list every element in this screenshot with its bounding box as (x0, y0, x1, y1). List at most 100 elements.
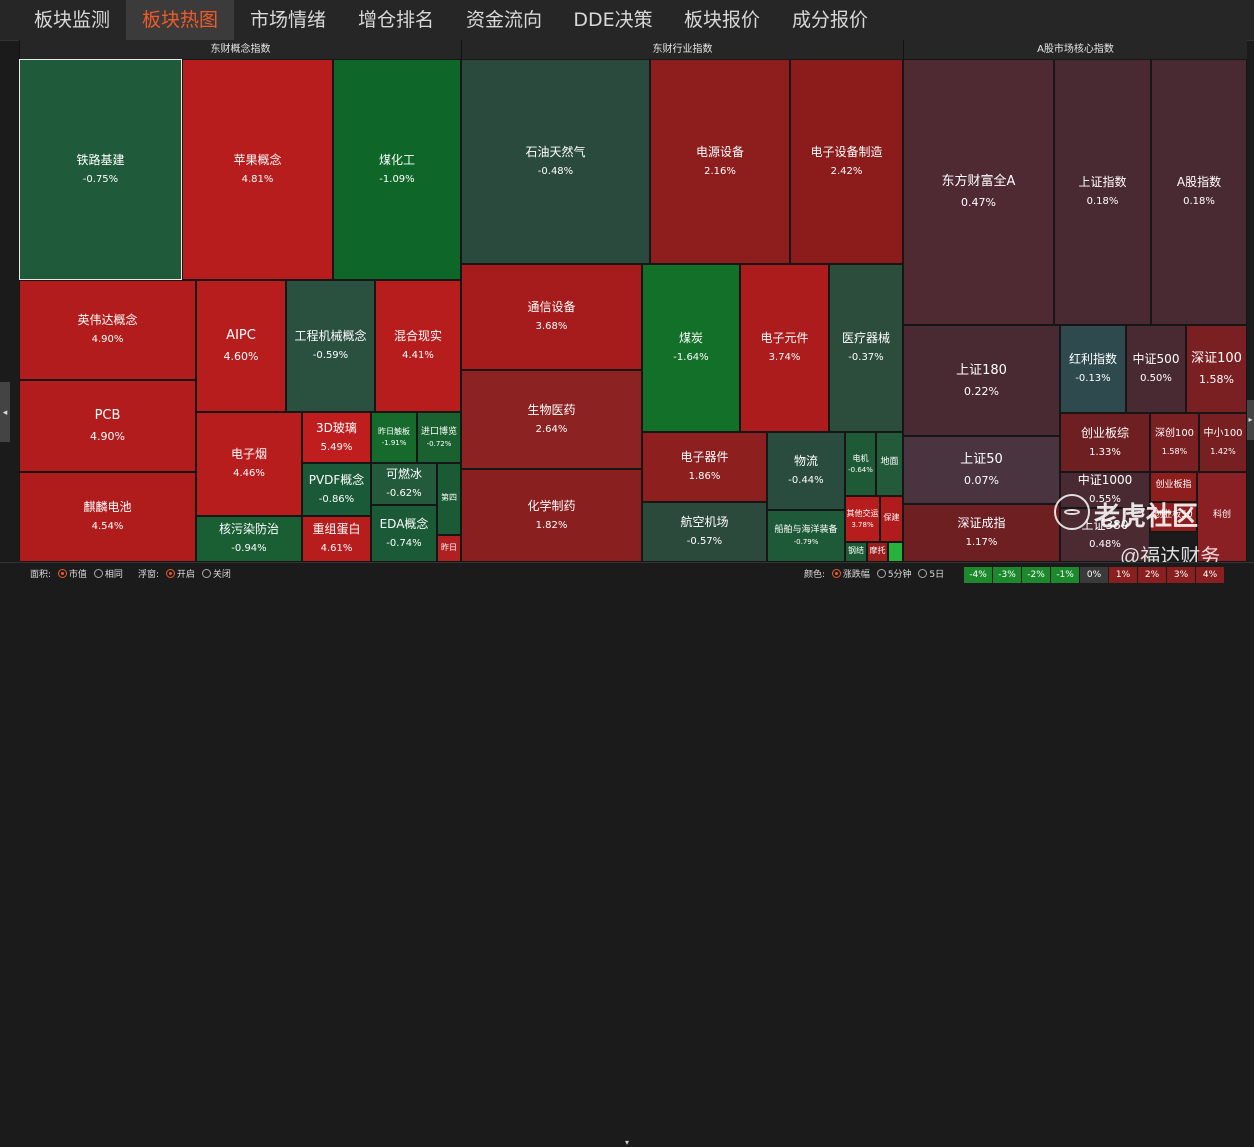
industry-tile[interactable]: 化学制药 1.82% (461, 469, 642, 562)
industry-tile[interactable]: 航空机场 -0.57% (642, 502, 767, 562)
concept-tile[interactable]: 麒麟电池 4.54% (19, 472, 196, 562)
core-index-tile[interactable]: 中证500 0.50% (1126, 325, 1186, 413)
concept-tile-name: 麒麟电池 (83, 500, 132, 515)
core-index-tile[interactable]: 中小100 1.42% (1199, 413, 1247, 472)
core-index-tile[interactable]: 中证1000 0.55% (1060, 472, 1150, 508)
color-change-label[interactable]: 涨跌幅 (842, 570, 870, 580)
concept-tile-change: 4.46% (233, 468, 265, 480)
color-5day-label[interactable]: 5日 (929, 570, 945, 580)
color-5min-label[interactable]: 5分钟 (887, 570, 912, 580)
float-off-label[interactable]: 关闭 (212, 570, 231, 580)
core-index-tile[interactable]: 上证180 0.22% (903, 325, 1060, 436)
float-off-radio[interactable] (201, 569, 211, 578)
tab-market-sentiment[interactable]: 市场情绪 (249, 9, 326, 31)
industry-tile-change: -0.64% (848, 465, 873, 474)
core-index-tile-change: -0.13% (1075, 373, 1111, 385)
core-index-tile[interactable]: 上证50 0.07% (903, 436, 1060, 504)
industry-tile[interactable]: 物流 -0.44% (767, 432, 845, 510)
tab-sector-quote[interactable]: 板块报价 (683, 9, 760, 31)
concept-tile[interactable]: 电子烟 4.46% (196, 412, 302, 516)
area-equal-label[interactable]: 相同 (104, 570, 123, 580)
concept-tile[interactable]: PVDF概念 -0.86% (302, 463, 371, 516)
industry-tile[interactable]: 保建 (880, 496, 903, 542)
core-index-tile[interactable]: 创业板指 (1150, 472, 1197, 502)
industry-tile[interactable]: 通信设备 3.68% (461, 264, 642, 370)
area-marketcap-label[interactable]: 市值 (68, 570, 87, 580)
core-index-tile[interactable]: 创业板综 1.33% (1060, 413, 1150, 472)
tab-dde-decision[interactable]: DDE决策 (573, 9, 653, 31)
core-index-tile[interactable]: 红利指数 -0.13% (1060, 325, 1126, 413)
industry-tile[interactable]: 生物医药 2.64% (461, 370, 642, 469)
concept-tile[interactable]: 煤化工 -1.09% (333, 59, 461, 280)
concept-tile[interactable]: PCB 4.90% (19, 380, 196, 472)
legend-swatch: -4% (964, 567, 992, 583)
concept-tile[interactable]: 进口博览 -0.72% (417, 412, 461, 463)
core-index-tile[interactable]: 东方财富全A 0.47% (903, 59, 1054, 325)
tab-capital-flow[interactable]: 资金流向 (465, 9, 542, 31)
concept-tile[interactable]: 重组蛋白 4.61% (302, 516, 371, 562)
concept-tile[interactable]: 昨日触板 -1.91% (371, 412, 417, 463)
concept-tile[interactable]: 铁路基建 -0.75% (19, 59, 182, 280)
core-index-tile-change: 1.42% (1210, 446, 1236, 456)
industry-tile[interactable]: 电源设备 2.16% (650, 59, 790, 264)
industry-tile[interactable]: 医疗器械 -0.37% (829, 264, 903, 432)
core-index-tile[interactable]: 深证成指 1.17% (903, 504, 1060, 562)
core-index-tile[interactable]: 科创 (1197, 472, 1247, 562)
tab-position-ranking[interactable]: 增仓排名 (357, 9, 434, 31)
concept-tile[interactable]: 苹果概念 4.81% (182, 59, 333, 280)
concept-tile[interactable]: 工程机械概念 -0.59% (286, 280, 375, 412)
concept-tile[interactable]: 核污染防治 -0.94% (196, 516, 302, 562)
tab-component-quote[interactable]: 成分报价 (791, 9, 868, 31)
industry-tile[interactable]: 电子器件 1.86% (642, 432, 767, 502)
expand-right-icon[interactable]: ▸ (1247, 400, 1254, 440)
industry-tile[interactable]: 地面 (876, 432, 903, 496)
color-change-radio[interactable] (831, 569, 841, 578)
industry-tile[interactable]: 电子元件 3.74% (740, 264, 829, 432)
concept-tile[interactable]: 第四 (437, 463, 461, 535)
float-on-label[interactable]: 开启 (176, 570, 195, 580)
industry-tile-name: 摩托 (869, 546, 886, 555)
industry-tile-name: 电子器件 (680, 450, 729, 465)
legend-swatch: 4% (1196, 567, 1224, 583)
concept-tile[interactable]: AIPC 4.60% (196, 280, 286, 412)
industry-tile[interactable]: 电机 -0.64% (845, 432, 876, 496)
industry-tile[interactable]: 其他交运 3.78% (845, 496, 880, 542)
concept-tile-name: 可燃冰 (385, 467, 422, 482)
concept-tile[interactable]: 可燃冰 -0.62% (371, 463, 437, 505)
core-index-tile[interactable]: A股指数 0.18% (1151, 59, 1247, 325)
tab-sector-heatmap[interactable]: 板块热图 (126, 0, 234, 40)
concept-tile[interactable]: 混合现实 4.41% (375, 280, 461, 412)
area-marketcap-radio[interactable] (57, 569, 67, 578)
industry-tile[interactable]: 船舶与海洋装备 -0.79% (767, 510, 845, 562)
industry-tile[interactable]: 钢结 (845, 542, 867, 562)
color-5day-radio[interactable] (918, 569, 928, 578)
concept-tile[interactable]: EDA概念 -0.74% (371, 505, 437, 562)
area-equal-radio[interactable] (93, 569, 103, 578)
core-index-tile-name: 中证1000 (1077, 473, 1133, 488)
industry-tile[interactable]: 电子设备制造 2.42% (790, 59, 903, 264)
core-index-tile[interactable]: 深创100 1.58% (1150, 413, 1199, 472)
industry-tile[interactable]: 摩托 (867, 542, 888, 562)
concept-tile-change: -0.59% (312, 350, 349, 362)
color-5min-radio[interactable] (876, 569, 886, 578)
core-index-tile[interactable]: 创业板50 (1150, 502, 1197, 532)
collapse-left-icon[interactable]: ◂ (0, 382, 10, 442)
concept-tile[interactable]: 英伟达概念 4.90% (19, 280, 196, 380)
concept-tile[interactable]: 3D玻璃 5.49% (302, 412, 371, 463)
industry-tile-name: 石油天然气 (525, 144, 586, 159)
core-index-tile[interactable]: 深证100 1.58% (1186, 325, 1247, 413)
industry-tile-change: -0.44% (788, 475, 824, 487)
concept-tile-name: 铁路基建 (76, 152, 125, 167)
scroll-down-icon[interactable]: ▾ (624, 1138, 629, 1147)
industry-tile[interactable]: 煤炭 -1.64% (642, 264, 740, 432)
concept-tile[interactable]: 昨日 (437, 535, 461, 562)
industry-tile[interactable]: 石油天然气 -0.48% (461, 59, 650, 264)
industry-tile[interactable] (888, 542, 903, 562)
float-on-radio[interactable] (165, 569, 175, 578)
tab-sector-monitor[interactable]: 板块监测 (33, 9, 110, 31)
concept-tile-name: PVDF概念 (308, 472, 365, 487)
core-index-tile-name: 红利指数 (1068, 352, 1117, 367)
core-index-tile[interactable]: 上证指数 0.18% (1054, 59, 1151, 325)
industry-tile-name: 船舶与海洋装备 (774, 525, 838, 535)
core-index-tile[interactable]: 上证380 0.48% (1060, 508, 1150, 562)
